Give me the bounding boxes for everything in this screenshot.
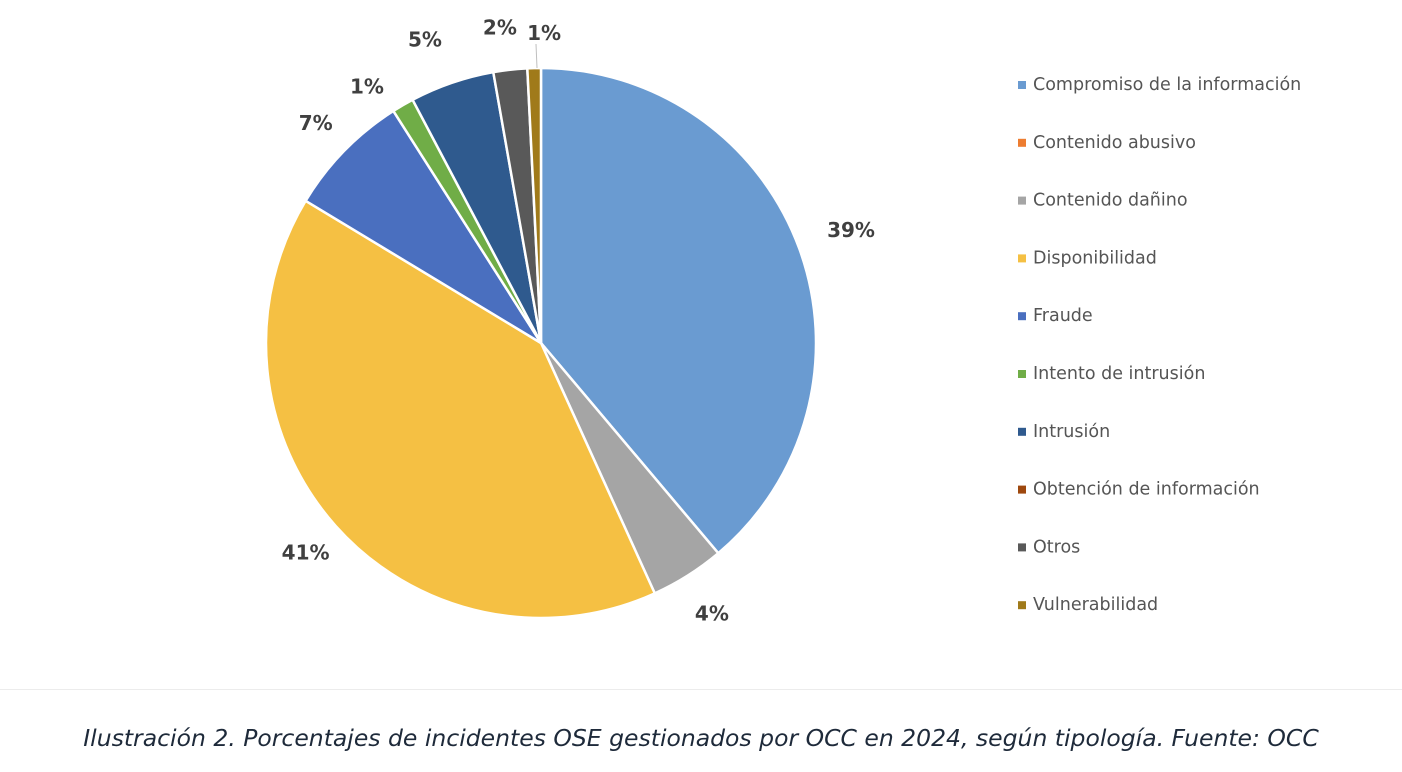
legend-swatch-contenido-danino [1018,196,1026,205]
data-label-vulnerabilidad: 1% [527,21,561,45]
data-label-otros: 2% [483,16,517,40]
data-label-contenido-danino: 4% [695,602,729,626]
data-label-disponibilidad: 41% [282,540,330,564]
legend-swatch-intento-de-intrusion [1018,370,1026,378]
data-label-fraude: 7% [299,111,333,135]
pie-slice-fraude [303,109,543,345]
leader-line [535,43,538,69]
divider [0,689,1402,690]
legend-label-vulnerabilidad: Vulnerabilidad [1033,595,1158,615]
legend-label-intrusion: Intrusión [1033,422,1110,442]
data-label-compromiso-de-la-informacion: 39% [827,218,875,242]
data-label-intrusion: 5% [408,27,442,51]
legend-label-intento-de-intrusion: Intento de intrusión [1033,364,1205,384]
legend-label-contenido-abusivo: Contenido abusivo [1033,133,1196,153]
legend-swatch-contenido-abusivo [1018,138,1026,147]
pie-slice-vulnerabilidad [525,66,543,344]
legend-label-obtencion-de-informacion: Obtención de información [1033,480,1260,500]
legend-swatch-vulnerabilidad [1018,601,1026,610]
legend-swatch-otros [1018,543,1026,552]
legend-label-contenido-danino: Contenido dañino [1033,191,1188,211]
pie-slices [264,66,818,620]
data-labels: 39% 4% 41% 7% 1% 5% 2% 1% [282,16,875,626]
legend-swatch-compromiso-de-la-informacion [1018,81,1026,89]
figure-caption: Ilustración 2. Porcentajes de incidentes… [83,724,1319,752]
data-label-intento-de-intrusion: 1% [350,74,384,98]
legend-swatch-disponibilidad [1018,254,1026,263]
legend: Compromiso de la información Contenido ab… [1018,75,1301,615]
legend-label-otros: Otros [1033,537,1080,557]
pie-slice-disponibilidad [264,199,657,620]
legend-label-fraude: Fraude [1033,306,1093,326]
legend-swatch-obtencion-de-informacion [1018,485,1026,494]
legend-label-compromiso-de-la-informacion: Compromiso de la información [1033,75,1301,95]
legend-label-disponibilidad: Disponibilidad [1033,248,1157,268]
legend-swatch-fraude [1018,312,1026,321]
pie-chart: 39% 4% 41% 7% 1% 5% 2% 1% Compromiso de la info… [264,16,1301,626]
legend-swatch-intrusion [1018,427,1026,436]
pie-slice-compromiso-de-la-informacion [539,66,818,555]
